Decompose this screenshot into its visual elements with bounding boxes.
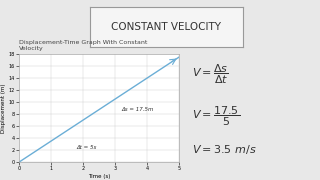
Text: Δs = 17.5m: Δs = 17.5m bbox=[122, 107, 154, 112]
Y-axis label: Displacement (m): Displacement (m) bbox=[1, 83, 6, 133]
Text: $V = \dfrac{\Delta s}{\Delta t}$: $V = \dfrac{\Delta s}{\Delta t}$ bbox=[192, 63, 229, 86]
Text: Displacement-Time Graph With Constant
Velocity: Displacement-Time Graph With Constant Ve… bbox=[19, 40, 148, 51]
Text: $V = 3.5\ m/s$: $V = 3.5\ m/s$ bbox=[192, 143, 257, 156]
Text: CONSTANT VELOCITY: CONSTANT VELOCITY bbox=[111, 22, 221, 32]
Text: $V = \dfrac{17.5}{5}$: $V = \dfrac{17.5}{5}$ bbox=[192, 104, 240, 128]
X-axis label: Time (s): Time (s) bbox=[88, 174, 110, 179]
Text: Δt = 5s: Δt = 5s bbox=[77, 145, 97, 150]
